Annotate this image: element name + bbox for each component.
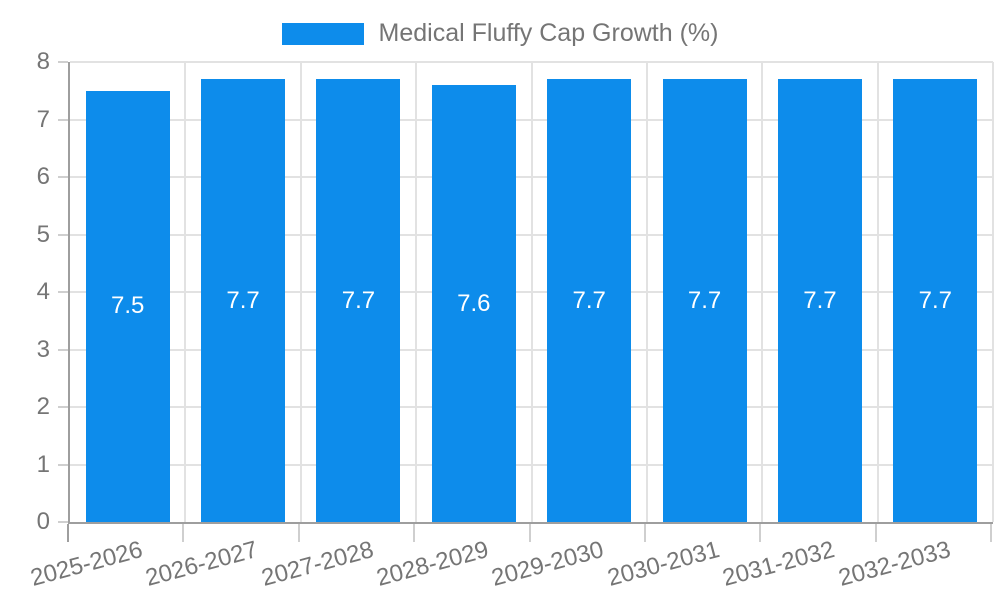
x-tick-label-2028-2029: 2028-2029 bbox=[373, 536, 492, 592]
y-tick-mark-3 bbox=[58, 348, 68, 351]
x-tick-mark-1 bbox=[182, 524, 185, 542]
x-tick-label-2029-2030: 2029-2030 bbox=[489, 536, 607, 592]
bar-value-label: 7.7 bbox=[803, 286, 837, 314]
x-tick-label-2030-2031: 2030-2031 bbox=[604, 536, 723, 592]
x-tick-mark-7 bbox=[874, 524, 877, 542]
y-tick-mark-2 bbox=[58, 406, 68, 408]
y-tick-label-2: 2 bbox=[36, 393, 50, 420]
y-tick-mark-4 bbox=[58, 291, 68, 293]
x-tick-mark-0 bbox=[67, 524, 69, 542]
legend-swatch bbox=[281, 22, 364, 45]
x-tick-mark-3 bbox=[413, 524, 416, 542]
x-tick-label-2026-2027: 2026-2027 bbox=[142, 536, 261, 592]
bar-value-label: 7.7 bbox=[918, 286, 952, 314]
bar-2030-2031[interactable]: 7.7 bbox=[662, 79, 747, 522]
plot-area: 7.5 7.7 7.7 7.6 7.7 7.7 7.7 7.7 bbox=[68, 61, 994, 524]
gridline-x-2 bbox=[299, 62, 302, 522]
legend-series-label: Medical Fluffy Cap Growth (%) bbox=[378, 19, 719, 47]
gridline-x-4 bbox=[530, 62, 533, 522]
y-tick-label-0: 0 bbox=[36, 508, 50, 535]
bar-2027-2028[interactable]: 7.7 bbox=[316, 79, 401, 522]
gridline-x-1 bbox=[184, 62, 187, 522]
chart-legend: Medical Fluffy Cap Growth (%) bbox=[0, 19, 1000, 48]
y-tick-mark-8 bbox=[58, 61, 68, 63]
x-tick-label-2031-2032: 2031-2032 bbox=[719, 536, 838, 592]
x-tick-label-2025-2026: 2025-2026 bbox=[27, 536, 146, 592]
bar-value-label: 7.5 bbox=[111, 292, 145, 320]
y-tick-label-8: 8 bbox=[36, 48, 50, 75]
bar-value-label: 7.7 bbox=[226, 286, 260, 314]
x-tick-mark-8 bbox=[990, 524, 992, 542]
y-tick-mark-7 bbox=[58, 118, 68, 121]
y-tick-label-1: 1 bbox=[36, 450, 50, 478]
bar-2029-2030[interactable]: 7.7 bbox=[547, 79, 632, 522]
y-tick-label-3: 3 bbox=[36, 335, 50, 363]
bar-2031-2032[interactable]: 7.7 bbox=[777, 79, 862, 522]
bar-value-label: 7.7 bbox=[687, 286, 722, 314]
gridline-x-5 bbox=[645, 62, 648, 522]
y-tick-label-4: 4 bbox=[36, 278, 50, 305]
y-tick-label-7: 7 bbox=[36, 105, 50, 133]
y-tick-mark-0 bbox=[58, 521, 68, 523]
gridline-x-6 bbox=[761, 62, 764, 522]
y-tick-mark-1 bbox=[58, 463, 68, 466]
x-tick-label-2032-2033: 2032-2033 bbox=[835, 536, 954, 592]
x-tick-mark-6 bbox=[759, 524, 762, 542]
bar-value-label: 7.7 bbox=[572, 286, 606, 314]
x-tick-mark-5 bbox=[643, 524, 646, 542]
y-tick-label-5: 5 bbox=[36, 220, 50, 248]
gridline-x-8 bbox=[992, 62, 994, 522]
y-tick-mark-6 bbox=[58, 176, 68, 178]
y-tick-mark-5 bbox=[58, 233, 68, 236]
gridline-x-7 bbox=[876, 62, 879, 522]
bar-2032-2033[interactable]: 7.7 bbox=[893, 79, 978, 522]
bar-value-label: 7.7 bbox=[341, 286, 376, 314]
y-tick-label-6: 6 bbox=[36, 163, 50, 190]
x-tick-label-2027-2028: 2027-2028 bbox=[258, 536, 377, 592]
x-tick-mark-2 bbox=[297, 524, 300, 542]
bar-2028-2029[interactable]: 7.6 bbox=[431, 85, 516, 522]
bar-value-label: 7.6 bbox=[457, 289, 491, 317]
bar-2026-2027[interactable]: 7.7 bbox=[201, 79, 286, 522]
gridline-x-3 bbox=[415, 62, 418, 522]
x-tick-mark-4 bbox=[528, 524, 531, 542]
bar-2025-2026[interactable]: 7.5 bbox=[85, 90, 170, 522]
